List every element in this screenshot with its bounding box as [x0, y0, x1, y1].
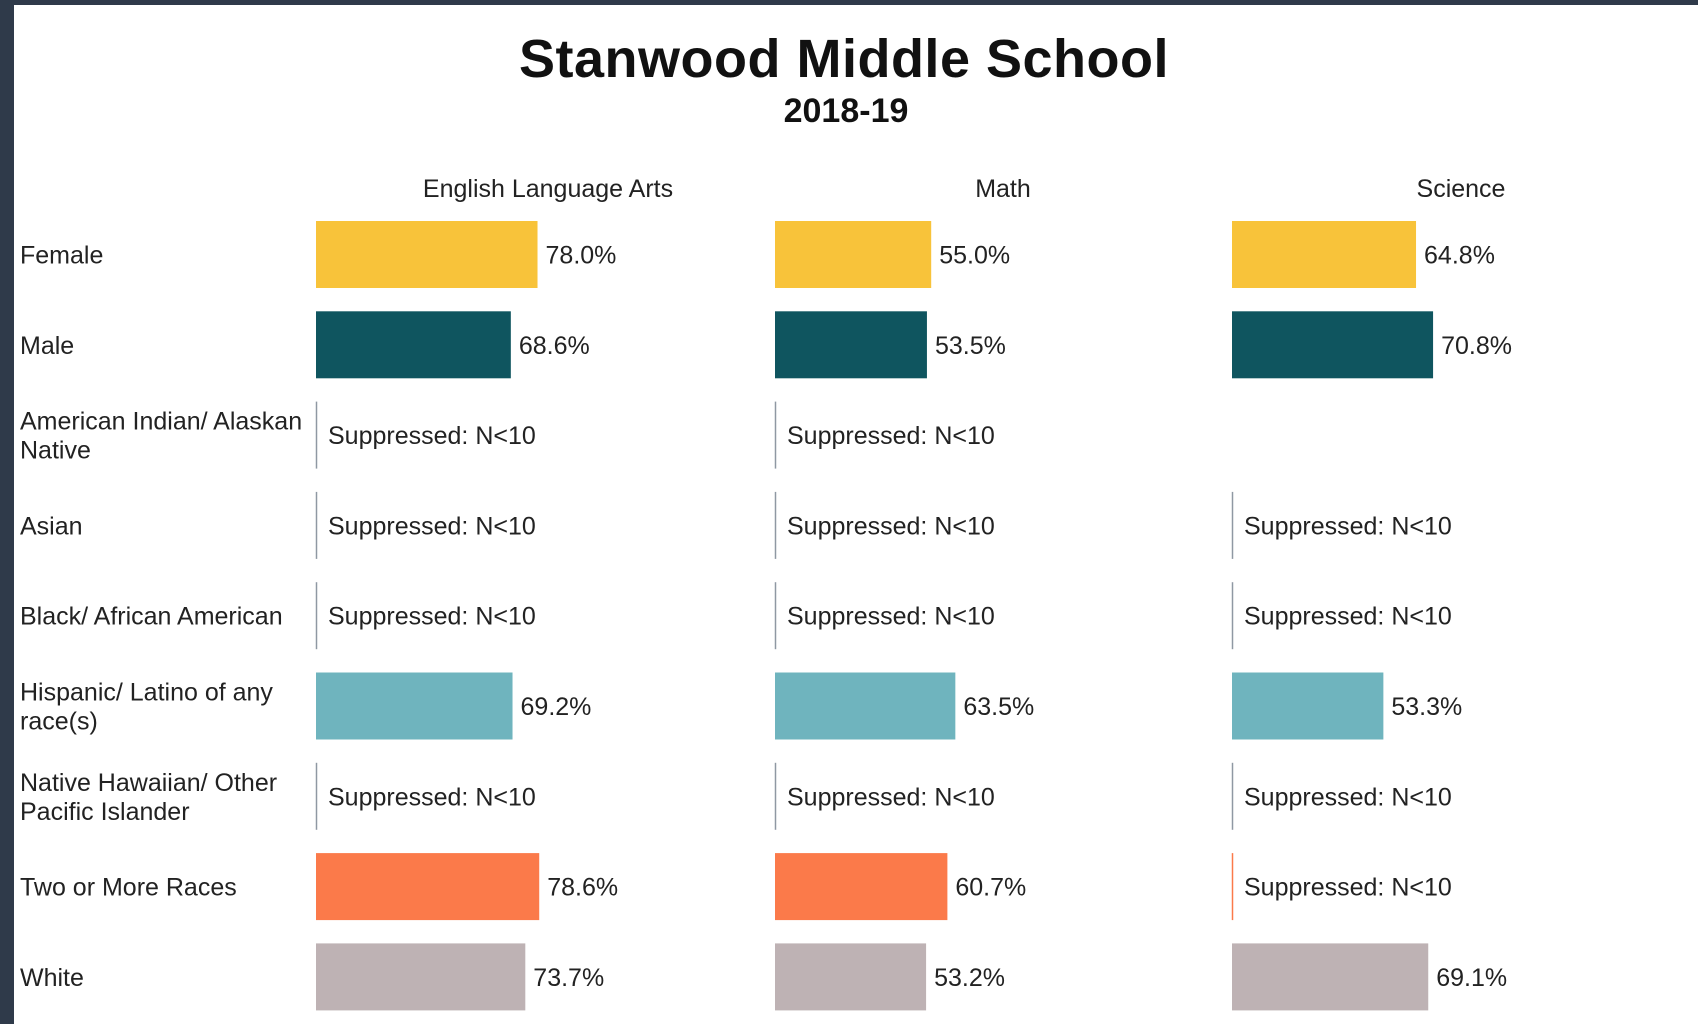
suppressed-label: Suppressed: N<10: [1244, 874, 1452, 902]
category-label: Black/ African American: [20, 603, 283, 631]
suppressed-label: Suppressed: N<10: [328, 783, 536, 811]
bar: [316, 672, 513, 740]
category-label: American Indian/ Alaskan: [20, 408, 302, 436]
data-label: 78.0%: [546, 242, 617, 270]
data-label: 69.1%: [1436, 964, 1507, 992]
panel-header: Math: [975, 175, 1031, 203]
category-label: Hispanic/ Latino of any: [20, 679, 273, 707]
data-label: 60.7%: [955, 874, 1026, 902]
category-label: Pacific Islander: [20, 798, 190, 826]
category-label: Male: [20, 332, 74, 360]
suppressed-label: Suppressed: N<10: [787, 603, 995, 631]
category-label: Asian: [20, 512, 83, 540]
bar: [775, 672, 956, 740]
bar: [316, 853, 540, 921]
suppressed-label: Suppressed: N<10: [328, 603, 536, 631]
bar: [316, 311, 511, 379]
chart-title: Stanwood Middle School: [519, 29, 1169, 89]
data-label: 55.0%: [939, 242, 1010, 270]
data-label: 70.8%: [1441, 332, 1512, 360]
chart-subtitle: 2018-19: [783, 92, 909, 130]
category-label: White: [20, 964, 84, 992]
category-label: Native: [20, 437, 91, 465]
suppressed-label: Suppressed: N<10: [328, 512, 536, 540]
bar: [316, 221, 538, 288]
data-label: 63.5%: [963, 693, 1034, 721]
data-label: 53.2%: [934, 964, 1005, 992]
data-label: 73.7%: [533, 964, 604, 992]
suppressed-label: Suppressed: N<10: [328, 422, 536, 450]
suppressed-label: Suppressed: N<10: [1244, 783, 1452, 811]
bar: [775, 853, 948, 921]
category-label: Native Hawaiian/ Other: [20, 769, 277, 797]
suppressed-label: Suppressed: N<10: [1244, 512, 1452, 540]
category-label: race(s): [20, 708, 98, 736]
suppressed-label: Suppressed: N<10: [1244, 603, 1452, 631]
data-label: 64.8%: [1424, 242, 1495, 270]
suppressed-label: Suppressed: N<10: [787, 783, 995, 811]
suppressed-label: Suppressed: N<10: [787, 512, 995, 540]
suppressed-label: Suppressed: N<10: [787, 422, 995, 450]
bar: [775, 311, 927, 379]
bar: [775, 221, 932, 288]
bar: [1232, 672, 1384, 740]
bar: [316, 943, 526, 1011]
bar: [1232, 311, 1434, 379]
data-label: 53.5%: [935, 332, 1006, 360]
data-label: 69.2%: [521, 693, 592, 721]
bar: [775, 943, 927, 1011]
bar: [1232, 221, 1417, 288]
bar: [1232, 943, 1429, 1011]
data-label: 68.6%: [519, 332, 590, 360]
data-label: 78.6%: [547, 874, 618, 902]
category-label: Female: [20, 242, 103, 270]
category-label: Two or More Races: [20, 874, 237, 902]
data-label: 53.3%: [1391, 693, 1462, 721]
panel-header: English Language Arts: [423, 175, 673, 203]
panel-header: Science: [1417, 175, 1506, 203]
